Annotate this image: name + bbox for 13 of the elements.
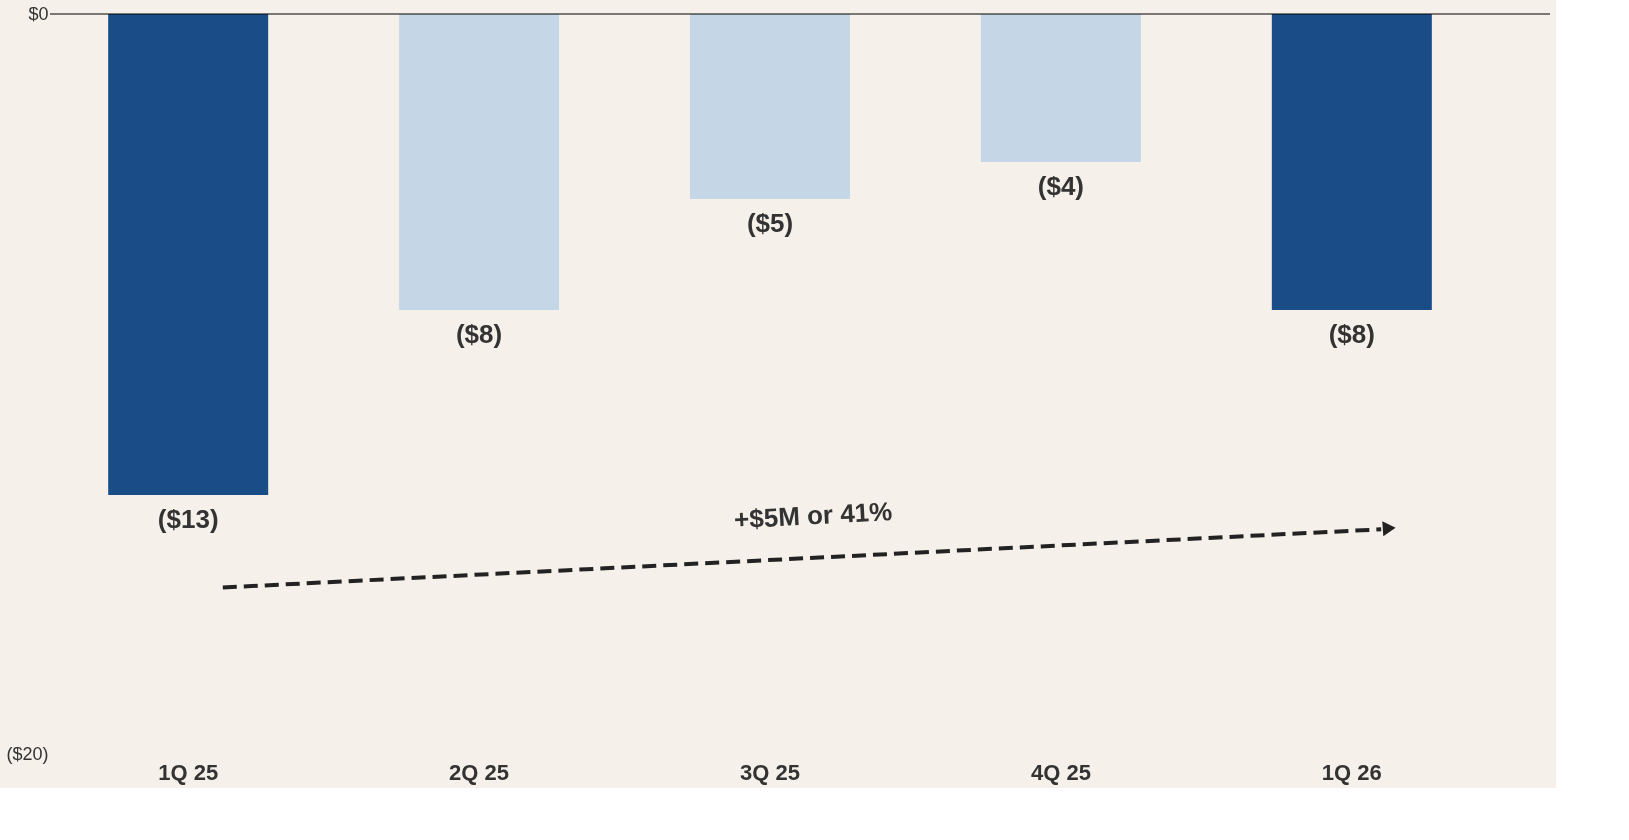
data-label: ($13)	[157, 504, 219, 534]
y-tick-label: $0	[28, 3, 49, 24]
x-tick-label: 1Q 26	[1321, 759, 1382, 785]
x-tick-label: 3Q 25	[740, 759, 800, 785]
x-tick-label: 4Q 25	[1030, 759, 1091, 785]
data-label: ($8)	[1328, 319, 1375, 349]
annotation: +$5M or 41%	[733, 496, 893, 535]
x-tick-label: 2Q 25	[449, 759, 510, 785]
y-tick-label: ($20)	[6, 743, 49, 764]
data-label: ($4)	[1037, 171, 1085, 201]
data-label: ($8)	[455, 319, 503, 349]
data-label: ($5)	[746, 208, 794, 238]
x-tick-label: 1Q 25	[158, 759, 219, 785]
